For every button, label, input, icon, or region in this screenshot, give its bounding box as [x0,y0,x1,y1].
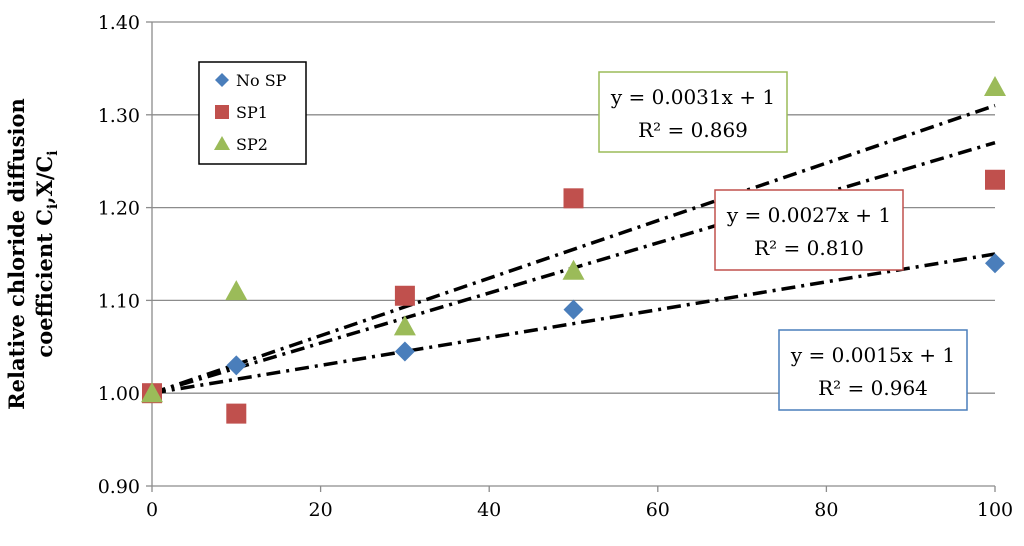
equation-box-frame [598,71,788,153]
equation-boxes: y = 0.0015x + 1 R² = 0.964 y = 0.0027x + 1… [598,71,968,411]
r-squared-text: R² = 0.964 [818,376,928,400]
point-no-sp [563,299,584,320]
data-points [141,75,1006,424]
x-tick-label: 80 [814,499,838,521]
equation-text: y = 0.0015x + 1 [790,343,955,367]
r-squared-text: R² = 0.869 [638,118,748,142]
y-tick-label: 1.30 [98,105,140,127]
y-tick-label: 1.40 [98,12,140,34]
x-tick-label: 20 [309,499,333,521]
equation-text: y = 0.0027x + 1 [726,203,891,227]
tick-labels: 0.90 1.00 1.10 1.20 1.30 1.40 0 20 40 60 80 100 [98,12,1013,521]
trendline-no-sp [151,252,996,395]
point-sp1 [226,403,247,424]
legend: No SP SP1 SP2 [198,61,307,165]
y-tick-label: 0.90 [98,476,140,498]
point-sp2 [393,315,416,336]
x-tick-label: 0 [146,499,158,521]
axes [146,21,996,492]
point-sp2 [562,259,585,280]
y-tick-label: 1.00 [98,383,140,405]
trendline-sp2 [151,103,996,395]
r-squared-text: R² = 0.810 [754,236,864,260]
point-sp2 [141,382,163,403]
equation-box-sp1: y = 0.0027x + 1 R² = 0.810 [714,189,904,271]
legend-marker-no-sp [215,73,229,87]
point-sp2 [225,280,248,301]
point-sp1 [563,188,584,209]
equation-text: y = 0.0031x + 1 [610,85,775,109]
y-tick-label: 1.20 [98,198,140,220]
y-axis-label-line2: coefficient Ci,X/Ci [32,150,61,357]
point-no-sp [394,341,415,362]
point-no-sp [985,253,1005,274]
y-axis-label-line1: Relative chloride diffusion [4,98,29,410]
y-axis-label: Relative chloride diffusion [4,98,29,410]
legend-marker-sp2 [214,136,230,150]
equation-box-no-sp: y = 0.0015x + 1 R² = 0.964 [778,329,968,411]
y-tick-label: 1.10 [98,290,140,312]
legend-label-sp2: SP2 [236,135,268,154]
x-tick-label: 40 [477,499,501,521]
x-tick-label: 60 [646,499,670,521]
legend-marker-sp1 [215,105,229,119]
point-sp1 [394,285,415,306]
x-tick-label: 100 [977,499,1013,521]
legend-label-no-sp: No SP [236,71,287,90]
point-sp2 [984,75,1006,96]
point-sp1 [985,169,1005,190]
equation-box-sp2: y = 0.0031x + 1 R² = 0.869 [598,71,788,153]
equation-box-frame [778,329,968,411]
point-no-sp [226,355,247,376]
legend-label-sp1: SP1 [236,103,268,122]
equation-box-frame [714,189,904,271]
